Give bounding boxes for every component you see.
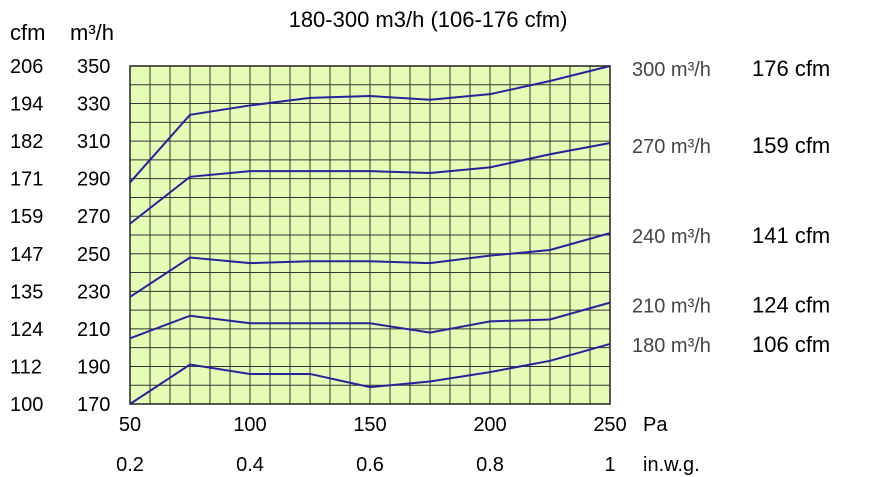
y-unit-m3h: m³/h (70, 20, 114, 45)
y-tick-cfm: 206 (10, 56, 43, 78)
grid (130, 66, 610, 404)
x-axis-pa-ticks: 50 100 150 200 250 (119, 414, 627, 436)
y-unit-cfm: cfm (10, 20, 45, 45)
y-axis-m3h-ticks: 350 330 310 290 270 250 230 210 190 170 (77, 56, 110, 416)
y-tick-m3h: 310 (77, 131, 110, 153)
series-label-cfm: 176 cfm (752, 56, 830, 81)
series-line (129, 301, 611, 340)
series-label-cfm: 159 cfm (752, 133, 830, 158)
series-labels: 300 m³/h 176 cfm 270 m³/h 159 cfm 240 m³/h 14… (632, 56, 830, 357)
x-unit-pa: Pa (643, 414, 668, 436)
series-line (129, 65, 611, 184)
y-tick-m3h: 270 (77, 206, 110, 228)
x-tick-inwg: 0.4 (236, 454, 264, 476)
x-tick-inwg: 0.8 (476, 454, 504, 476)
series-line (129, 342, 611, 405)
y-tick-cfm: 135 (10, 281, 43, 303)
y-tick-m3h: 230 (77, 281, 110, 303)
series-line (129, 142, 611, 225)
plot-border (129, 65, 611, 405)
x-tick-pa: 150 (353, 414, 386, 436)
y-tick-m3h: 190 (77, 356, 110, 378)
chart-title: 180-300 m3/h (106-176 cfm) (289, 7, 568, 32)
y-tick-cfm: 124 (10, 319, 43, 341)
series-label-m3h: 210 m³/h (632, 296, 711, 318)
series-label-m3h: 300 m³/h (632, 59, 711, 81)
y-tick-m3h: 250 (77, 244, 110, 266)
y-tick-m3h: 170 (77, 394, 110, 416)
series-label-m3h: 240 m³/h (632, 226, 711, 248)
y-tick-cfm: 194 (10, 94, 43, 116)
y-tick-cfm: 100 (10, 394, 43, 416)
x-tick-pa: 50 (119, 414, 141, 436)
series-label-cfm: 106 cfm (752, 332, 830, 357)
series-line (129, 232, 611, 298)
y-tick-cfm: 171 (10, 169, 43, 191)
y-tick-m3h: 290 (77, 169, 110, 191)
y-tick-m3h: 350 (77, 56, 110, 78)
y-tick-cfm: 147 (10, 244, 43, 266)
x-tick-pa: 250 (593, 414, 626, 436)
series-label-cfm: 141 cfm (752, 223, 830, 248)
y-tick-m3h: 330 (77, 94, 110, 116)
y-tick-cfm: 159 (10, 206, 43, 228)
series-label-cfm: 124 cfm (752, 293, 830, 318)
x-tick-inwg: 0.2 (116, 454, 144, 476)
x-unit-inwg: in.w.g. (643, 454, 700, 476)
y-tick-cfm: 112 (10, 356, 42, 378)
x-tick-inwg: 1 (604, 454, 615, 476)
x-tick-pa: 100 (233, 414, 266, 436)
x-axis-inwg-ticks: 0.2 0.4 0.6 0.8 1 (116, 454, 615, 476)
y-axis-cfm-ticks: 206 194 182 171 159 147 135 124 112 100 (10, 56, 43, 416)
series-curves (129, 65, 611, 405)
x-tick-inwg: 0.6 (356, 454, 384, 476)
y-tick-cfm: 182 (10, 131, 43, 153)
series-label-m3h: 270 m³/h (632, 136, 711, 158)
series-label-m3h: 180 m³/h (632, 335, 711, 357)
x-tick-pa: 200 (473, 414, 506, 436)
y-tick-m3h: 210 (77, 319, 110, 341)
